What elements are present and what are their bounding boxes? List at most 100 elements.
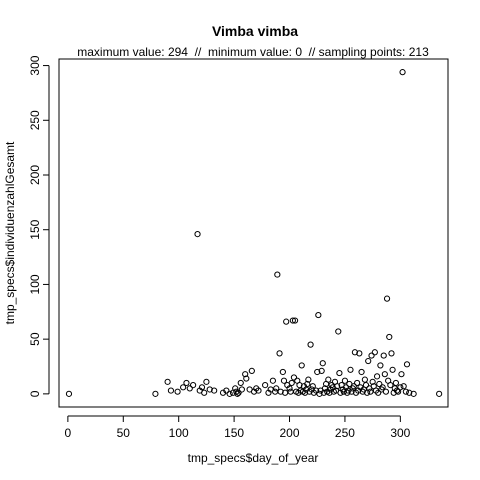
data-point [348, 388, 355, 395]
data-point [223, 387, 230, 394]
data-point [362, 382, 370, 389]
x-tick-label: 50 [117, 426, 131, 440]
data-point [255, 387, 262, 394]
data-point [234, 390, 241, 397]
data-point [398, 371, 405, 378]
data-point [393, 387, 401, 394]
data-point [319, 360, 326, 367]
data-point [354, 379, 361, 387]
x-tick-label: 250 [335, 426, 355, 440]
data-point [325, 376, 332, 383]
x-tick-label: 0 [65, 426, 72, 440]
data-point [283, 318, 290, 325]
data-point [274, 271, 281, 278]
data-point [400, 383, 407, 390]
data-point [373, 373, 381, 380]
x-tick-label: 100 [169, 426, 189, 440]
data-point [289, 317, 296, 324]
data-point [406, 389, 413, 396]
data-point [334, 383, 341, 390]
data-point [291, 317, 299, 324]
data-point [206, 386, 213, 393]
data-point [382, 388, 390, 395]
y-tick-label: 100 [28, 274, 42, 294]
y-tick-label: 0 [28, 390, 42, 397]
data-point [280, 377, 288, 384]
data-point [318, 367, 325, 374]
data-point [164, 378, 171, 385]
data-point [367, 388, 374, 395]
data-point [186, 385, 193, 392]
data-point [386, 333, 393, 341]
data-point [167, 387, 175, 394]
data-point [65, 390, 73, 397]
data-point [389, 366, 396, 373]
data-point [269, 377, 276, 384]
data-point [314, 368, 321, 376]
data-point [335, 328, 342, 335]
data-point [211, 387, 218, 394]
data-point [286, 385, 293, 392]
data-point [341, 377, 349, 384]
data-point [281, 389, 289, 396]
y-tick-label: 150 [28, 219, 42, 239]
plot-frame [58, 58, 449, 408]
data-point [397, 384, 404, 391]
data-point [273, 385, 280, 392]
data-point [369, 378, 376, 385]
data-point [174, 388, 181, 395]
y-tick-label: 250 [28, 110, 42, 130]
data-point [376, 380, 383, 388]
data-point [262, 382, 269, 389]
data-point [410, 390, 417, 397]
data-point [329, 384, 336, 391]
chart-title: Vimba vimba [212, 23, 298, 39]
data-point [358, 368, 365, 376]
data-point [371, 349, 378, 356]
data-point [198, 384, 206, 391]
data-point [277, 388, 284, 395]
data-point [387, 382, 394, 389]
data-point [201, 389, 208, 396]
data-point [307, 341, 314, 348]
data-point [189, 382, 197, 389]
data-point [381, 371, 388, 378]
y-axis: 0 50 100 150 200 250 300 [28, 55, 50, 397]
data-point [290, 374, 298, 381]
data-point [288, 379, 295, 387]
x-tick-label: 150 [224, 426, 244, 440]
data-point [226, 390, 233, 397]
chart-subtitle: maximum value: 294 // minimum value: 0 /… [77, 45, 429, 59]
data-point [238, 386, 245, 393]
data-point [248, 367, 255, 374]
data-point [336, 369, 343, 377]
x-axis-label: tmp_specs$day_of_year [188, 451, 319, 465]
data-point [232, 385, 239, 392]
data-point [304, 380, 311, 388]
data-point [347, 366, 354, 373]
x-tick-label: 300 [390, 426, 410, 440]
data-point [365, 357, 372, 365]
data-point [235, 389, 242, 396]
data-point [351, 349, 359, 356]
x-axis: 0 50 100 150 200 250 300 [65, 415, 411, 440]
data-point [380, 352, 387, 359]
data-point [309, 383, 316, 390]
data-point [326, 389, 333, 396]
data-point [180, 384, 187, 391]
data-point [203, 378, 210, 385]
data-point [436, 390, 443, 397]
data-point [194, 230, 201, 238]
data-point [388, 350, 395, 357]
data-point [298, 362, 305, 369]
data-point [392, 379, 400, 387]
data-point [375, 389, 382, 396]
data-points [65, 69, 443, 397]
data-point [301, 389, 309, 396]
data-point [152, 390, 159, 397]
data-point [377, 362, 384, 369]
y-axis-label: tmp_specs$individuenzahlGesamt [3, 141, 17, 324]
data-point [399, 69, 406, 76]
